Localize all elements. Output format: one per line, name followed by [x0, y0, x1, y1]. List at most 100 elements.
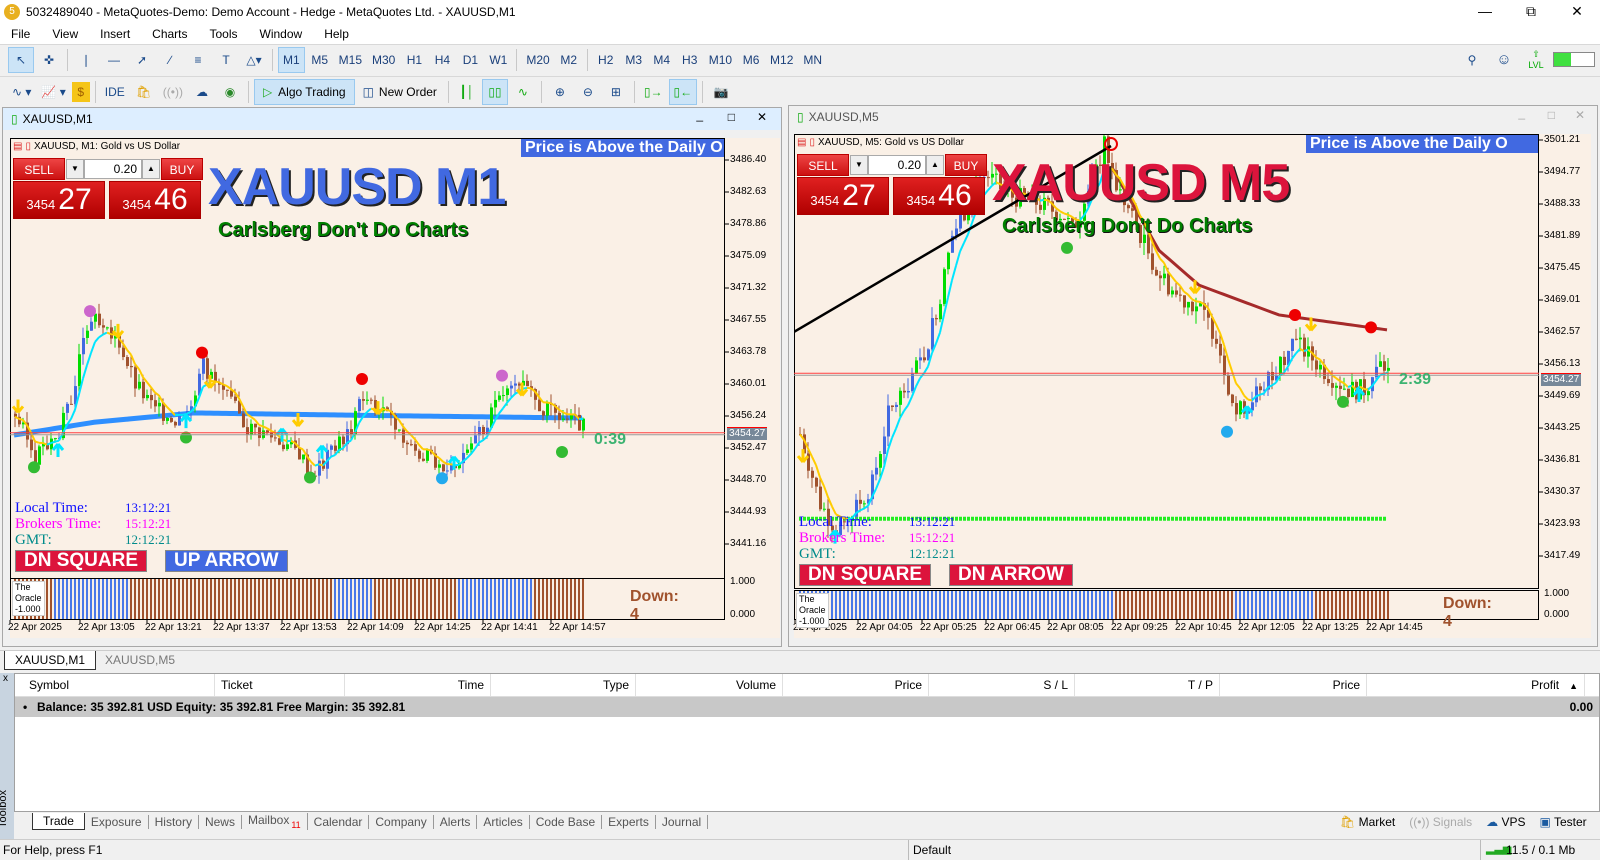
- toolbox-tab-history[interactable]: History: [149, 814, 199, 829]
- sell-button[interactable]: SELL: [797, 154, 849, 176]
- buy-price-button[interactable]: 3454 46: [893, 177, 985, 215]
- algo-trading-button[interactable]: ▷ Algo Trading: [253, 78, 355, 105]
- fibonacci-icon[interactable]: ≡: [194, 52, 202, 67]
- column-header-ticket[interactable]: Ticket: [215, 674, 345, 696]
- horizontal-line-icon[interactable]: —: [108, 52, 120, 67]
- zoom-in-icon[interactable]: ⊕: [554, 84, 565, 99]
- column-header-type[interactable]: Type: [491, 674, 636, 696]
- timeframe-m30[interactable]: M30: [372, 52, 396, 67]
- lot-size-input[interactable]: 0.20: [84, 159, 142, 179]
- candlestick-chart-icon[interactable]: ▯▯: [481, 78, 508, 105]
- timeframe-m20[interactable]: M20: [526, 52, 550, 67]
- maximize-chart-button[interactable]: □: [727, 110, 735, 124]
- column-header-time[interactable]: Time: [345, 674, 491, 696]
- signal-status-button[interactable]: DN ARROW: [949, 564, 1073, 586]
- timeframe-h4[interactable]: H4: [434, 52, 451, 67]
- channel-icon[interactable]: ∕: [168, 52, 171, 67]
- screenshot-icon[interactable]: 📷: [713, 84, 729, 99]
- buy-button[interactable]: BUY: [161, 158, 203, 180]
- chart-shift-icon[interactable]: ▯←: [668, 78, 698, 105]
- timeframe-h1[interactable]: H1: [406, 52, 423, 67]
- new-order-button[interactable]: ◫ New Order: [357, 79, 443, 105]
- menu-tools[interactable]: Tools: [209, 26, 238, 41]
- column-header-price[interactable]: Price: [1220, 674, 1367, 696]
- sell-price-button[interactable]: 3454 27: [13, 181, 105, 219]
- one-click-trading-icon[interactable]: ▤: [797, 137, 807, 148]
- toolbox-tab-experts[interactable]: Experts: [602, 814, 656, 829]
- toolbox-tab-alerts[interactable]: Alerts: [434, 814, 478, 829]
- maximize-button[interactable]: ⧉: [1526, 3, 1536, 19]
- menu-help[interactable]: Help: [324, 26, 349, 41]
- depth-of-market-icon[interactable]: ▯: [809, 137, 815, 148]
- timeframe-m15[interactable]: M15: [338, 52, 363, 67]
- timeframe-m2[interactable]: M2: [560, 52, 578, 67]
- bar-chart-icon[interactable]: ┃│: [459, 84, 475, 99]
- vps-tab[interactable]: ☁ VPS: [1486, 815, 1525, 829]
- cursor-icon[interactable]: ↖: [8, 46, 34, 73]
- menu-window[interactable]: Window: [259, 26, 303, 41]
- minimize-chart-button[interactable]: _: [1518, 106, 1525, 120]
- minimize-chart-button[interactable]: _: [696, 108, 703, 122]
- close-chart-button[interactable]: ✕: [1574, 108, 1585, 122]
- crosshair-icon[interactable]: ✜: [43, 52, 55, 67]
- menu-file[interactable]: File: [11, 26, 31, 41]
- column-header-tp[interactable]: T / P: [1075, 674, 1220, 696]
- timeframe-w1[interactable]: W1: [489, 52, 508, 67]
- menu-view[interactable]: View: [52, 26, 79, 41]
- timeframe-m10[interactable]: M10: [708, 52, 733, 67]
- time-axis-m5[interactable]: [794, 620, 1591, 638]
- timeframe-mn[interactable]: MN: [803, 52, 823, 67]
- minimize-button[interactable]: —: [1478, 3, 1492, 19]
- timeframe-h2[interactable]: H2: [598, 52, 614, 67]
- toolbox-tab-mailbox[interactable]: Mailbox 11: [242, 813, 308, 830]
- close-chart-button[interactable]: ✕: [756, 110, 767, 124]
- chart-tab-m5[interactable]: XAUUSD,M5: [105, 653, 176, 667]
- auto-scroll-icon[interactable]: ▯→: [643, 84, 663, 99]
- search-icon[interactable]: ⚲: [1467, 52, 1477, 67]
- timeframe-m3[interactable]: M3: [625, 52, 643, 67]
- lot-increase-button[interactable]: ▲: [142, 159, 160, 179]
- toolbox-tab-exposure[interactable]: Exposure: [85, 814, 149, 829]
- dollar-icon[interactable]: $: [71, 81, 90, 102]
- profile-name[interactable]: Default: [913, 843, 952, 857]
- column-header-sl[interactable]: S / L: [929, 674, 1075, 696]
- sell-price-button[interactable]: 3454 27: [797, 177, 889, 215]
- toolbox-tab-code-base[interactable]: Code Base: [530, 814, 603, 829]
- toolbox-tab-articles[interactable]: Articles: [477, 814, 530, 829]
- timeframe-d1[interactable]: D1: [462, 52, 479, 67]
- market-bag-icon[interactable]: 🛍: [136, 84, 152, 99]
- market-tab[interactable]: 🛍 Market: [1340, 815, 1395, 829]
- column-header-price[interactable]: Price: [783, 674, 929, 696]
- toolbox-tab-trade[interactable]: Trade: [32, 813, 85, 830]
- signals-tab[interactable]: ((•)) Signals: [1409, 815, 1472, 829]
- lot-decrease-button[interactable]: ▼: [66, 159, 84, 179]
- zoom-out-icon[interactable]: ⊖: [582, 84, 593, 99]
- vps-cloud-icon[interactable]: ☁: [195, 84, 208, 99]
- timeframe-m1[interactable]: M1: [278, 46, 305, 73]
- oracle-subwindow-m5[interactable]: [794, 590, 1539, 620]
- tester-tab[interactable]: ▣ Tester: [1540, 815, 1587, 829]
- ide-button[interactable]: IDE: [104, 84, 125, 99]
- column-header-volume[interactable]: Volume: [636, 674, 783, 696]
- column-header-symbol[interactable]: Symbol: [23, 674, 215, 696]
- lot-size-input[interactable]: 0.20: [868, 155, 926, 175]
- toolbox-tab-calendar[interactable]: Calendar: [308, 814, 370, 829]
- signal-status-button[interactable]: UP ARROW: [165, 550, 288, 572]
- buy-button[interactable]: BUY: [945, 154, 987, 176]
- chart-type-dropdown[interactable]: ∿ ▾: [12, 84, 32, 99]
- vertical-line-icon[interactable]: ❘: [80, 52, 92, 67]
- timeframe-h3[interactable]: H3: [682, 52, 698, 67]
- price-axis-m1[interactable]: [725, 138, 780, 620]
- timeframe-m5[interactable]: M5: [311, 52, 328, 67]
- signal-status-button[interactable]: DN SQUARE: [799, 564, 932, 586]
- one-click-trading-icon[interactable]: ▤: [13, 141, 23, 152]
- lot-decrease-button[interactable]: ▼: [850, 155, 868, 175]
- time-axis-m1[interactable]: [10, 620, 780, 638]
- account-icon[interactable]: ☺: [1496, 51, 1512, 68]
- table-row-balance[interactable]: • Balance: 35 392.81 USD Equity: 35 392.…: [15, 697, 1599, 717]
- timeframe-m6[interactable]: M6: [742, 52, 760, 67]
- toolbox-close-icon[interactable]: x: [3, 673, 8, 684]
- global-network-icon[interactable]: ◉: [224, 84, 236, 99]
- close-button[interactable]: ✕: [1571, 3, 1583, 19]
- sell-button[interactable]: SELL: [13, 158, 65, 180]
